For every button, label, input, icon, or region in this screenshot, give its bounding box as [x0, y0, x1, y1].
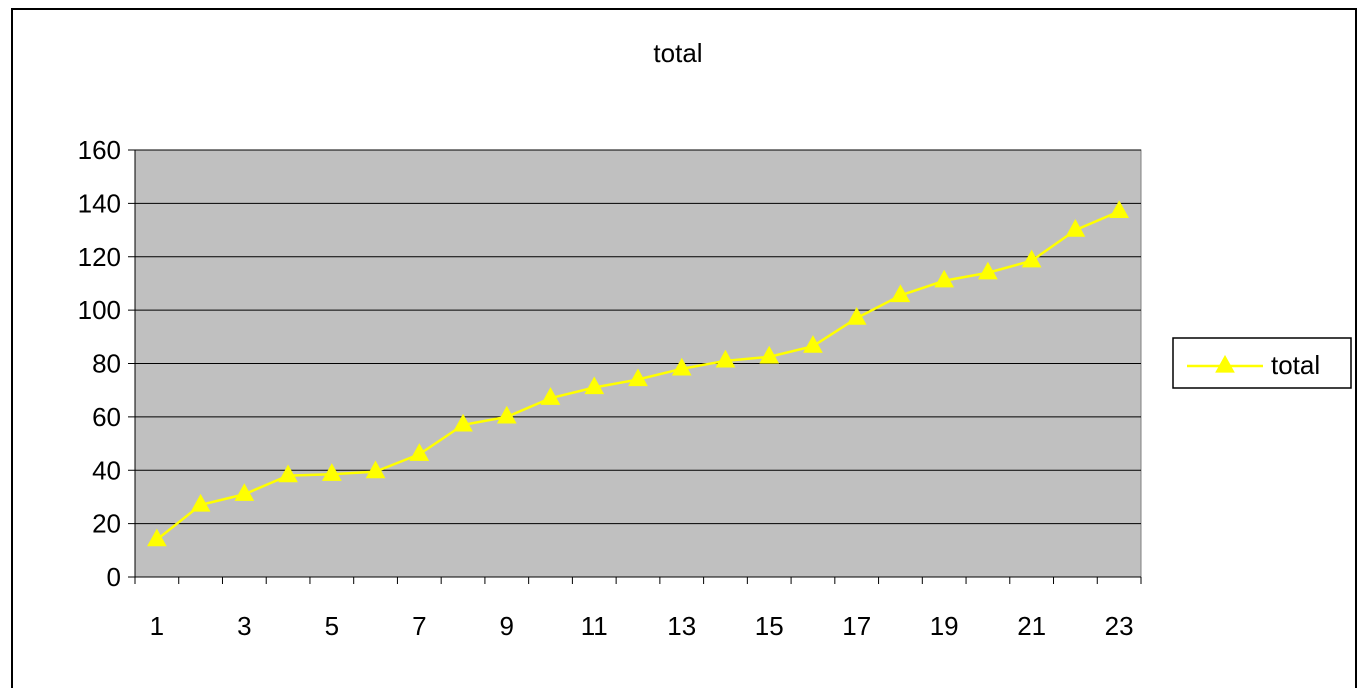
data-point-21: [1021, 249, 1042, 268]
data-point-23: [1109, 200, 1129, 219]
data-point-6: [365, 460, 386, 479]
data-point-19: [934, 269, 955, 288]
y-tick-label-0: 0: [107, 562, 121, 592]
x-tick-label-7: 7: [412, 611, 426, 641]
y-tick-label-60: 60: [92, 402, 121, 432]
data-point-22: [1065, 218, 1086, 237]
data-point-13: [671, 357, 692, 376]
x-tick-label-23: 23: [1105, 611, 1134, 641]
legend: total: [1172, 337, 1352, 389]
data-point-20: [978, 261, 998, 280]
data-point-14: [715, 349, 736, 368]
data-point-2: [190, 493, 211, 512]
data-point-7: [409, 443, 430, 461]
x-tick-label-15: 15: [755, 611, 784, 641]
x-tick-label-21: 21: [1017, 611, 1046, 641]
y-tick-label-40: 40: [92, 455, 121, 485]
gridlines: [135, 149, 1141, 525]
data-point-11: [584, 376, 605, 395]
data-point-12: [628, 368, 648, 387]
x-tick-label-5: 5: [325, 611, 339, 641]
data-point-10: [540, 387, 561, 405]
data-point-4: [278, 464, 298, 483]
data-point-18: [890, 284, 911, 303]
data-point-16: [803, 335, 823, 353]
y-tick-label-140: 140: [78, 188, 121, 218]
data-point-1: [147, 528, 167, 547]
x-tick-label-11: 11: [581, 611, 608, 641]
x-tick-label-17: 17: [842, 611, 871, 641]
y-tick-label-120: 120: [78, 242, 121, 272]
data-point-15: [759, 345, 780, 364]
x-tick-label-19: 19: [930, 611, 959, 641]
data-point-9: [496, 405, 517, 424]
x-axis-tick-labels: 1 3 5 7 9 11 13 15 17 19 21 23: [150, 611, 1134, 641]
x-tick-label-9: 9: [500, 611, 514, 641]
x-tick-label-3: 3: [237, 611, 251, 641]
legend-triangle-marker: [1215, 354, 1235, 373]
legend-box: [1172, 337, 1352, 389]
series-layer: [147, 200, 1129, 547]
data-point-8: [453, 413, 473, 432]
x-tick-label-13: 13: [667, 611, 696, 641]
data-point-5: [321, 463, 342, 481]
data-point-17: [846, 307, 867, 325]
legend-label: total: [1271, 350, 1320, 380]
x-tick-label-1: 1: [150, 611, 164, 641]
y-tick-label-100: 100: [78, 295, 121, 325]
chart-frame: total 0 20 40 60 80 100 120 140 160 1 3 5 7 9 11 13 15 1…: [11, 8, 1357, 688]
y-tick-label-160: 160: [78, 135, 121, 165]
y-tick-label-80: 80: [92, 349, 121, 379]
axes: [128, 149, 1142, 584]
y-tick-label-20: 20: [92, 509, 121, 539]
data-point-3: [234, 483, 255, 501]
chart-title: total: [653, 38, 702, 68]
y-axis-tick-labels: 0 20 40 60 80 100 120 140 160: [78, 135, 121, 592]
